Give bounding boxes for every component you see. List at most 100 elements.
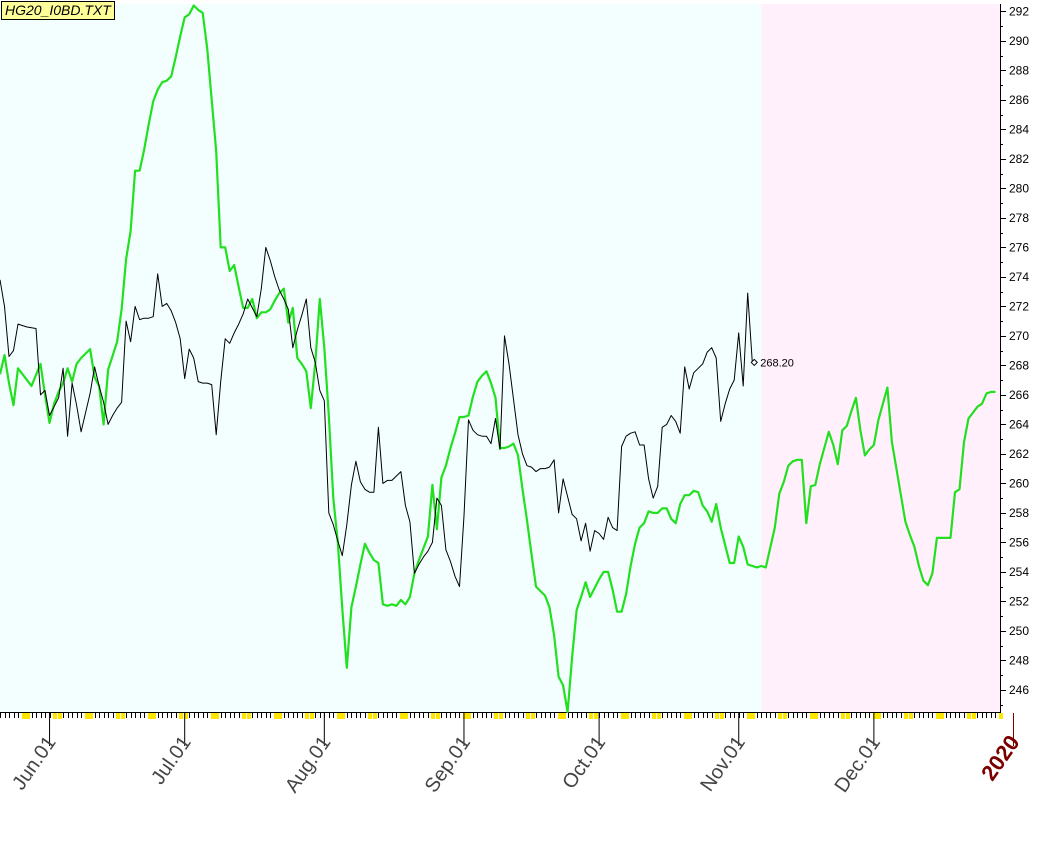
weekend-marker (783, 713, 787, 719)
weekend-marker (85, 713, 89, 719)
weekend-marker (22, 713, 26, 719)
weekend-marker (247, 713, 251, 719)
weekend-marker (341, 713, 345, 719)
weekend-marker (148, 713, 152, 719)
weekend-marker (999, 713, 1003, 719)
weekend-marker (463, 713, 467, 719)
y-tick-label: 252 (1009, 594, 1029, 608)
weekend-marker (179, 713, 183, 719)
chart-background (0, 4, 1000, 712)
y-tick-label: 280 (1009, 181, 1029, 195)
weekend-marker (652, 713, 656, 719)
weekend-marker (53, 713, 57, 719)
weekend-marker (558, 713, 562, 719)
month-label: Aug.01 (281, 732, 335, 797)
region-projection (761, 4, 1000, 712)
chart-title: HG20_I0BD.TXT (1, 1, 115, 20)
y-tick-label: 272 (1009, 299, 1029, 313)
weekend-marker (814, 713, 818, 719)
weekend-marker (467, 713, 471, 719)
weekend-marker (747, 713, 751, 719)
weekend-marker (873, 713, 877, 719)
y-tick-label: 274 (1009, 270, 1029, 284)
y-tick-label: 260 (1009, 476, 1029, 490)
month-label: 2020 (976, 731, 1025, 785)
weekend-marker (688, 713, 692, 719)
y-tick-label: 282 (1009, 152, 1029, 166)
weekend-marker (26, 713, 30, 719)
weekend-marker (494, 713, 498, 719)
weekend-marker (278, 713, 282, 719)
last-value-marker: 268.20 (750, 357, 794, 369)
month-label: Oct.01 (558, 732, 610, 793)
last-value-label: 268.20 (760, 357, 794, 369)
y-tick-label: 266 (1009, 388, 1029, 402)
series-line-green (0, 4, 996, 714)
weekend-marker (184, 713, 188, 719)
y-tick-label: 246 (1009, 683, 1029, 697)
weekend-marker (715, 713, 719, 719)
weekend-marker (720, 713, 724, 719)
y-tick-label: 292 (1009, 4, 1029, 18)
weekend-marker (337, 713, 341, 719)
weekend-marker (846, 713, 850, 719)
weekend-marker (310, 713, 314, 719)
series-layer (0, 4, 996, 714)
weekend-marker (936, 713, 940, 719)
y-tick-label: 270 (1009, 329, 1029, 343)
series-line-black (0, 246, 753, 588)
weekend-marker (751, 713, 755, 719)
y-tick-label: 262 (1009, 447, 1029, 461)
weekend-marker (967, 713, 971, 719)
month-label: Jul.01 (147, 732, 196, 788)
weekend-marker (305, 713, 309, 719)
weekend-marker (400, 713, 404, 719)
y-tick-label: 256 (1009, 535, 1029, 549)
y-tick-label: 276 (1009, 240, 1029, 254)
weekend-marker (58, 713, 62, 719)
weekend-marker (404, 713, 408, 719)
weekend-marker (778, 713, 782, 719)
month-label: Jun.01 (8, 732, 60, 794)
x-axis: Jun.01 Jul.01 Aug.01 Sep.01 Oct.01 Nov.01 Dec.… (0, 713, 1025, 797)
y-axis: 246 248 250 252 254 256 258 260 262 264 266 268 270 2… (1000, 4, 1029, 706)
weekend-marker (657, 713, 661, 719)
weekend-marker (531, 713, 535, 719)
y-tick-label: 254 (1009, 565, 1029, 579)
weekend-marker (909, 713, 913, 719)
weekend-marker (594, 713, 598, 719)
weekend-marker (368, 713, 372, 719)
weekend-marker (89, 713, 93, 719)
weekend-marker (904, 713, 908, 719)
weekend-marker (436, 713, 440, 719)
month-label: Dec.01 (831, 732, 885, 797)
weekend-marker (121, 713, 125, 719)
weekend-marker (152, 713, 156, 719)
y-tick-label: 290 (1009, 34, 1029, 48)
weekend-marker (877, 713, 881, 719)
month-label: Sep.01 (421, 732, 475, 797)
weekend-marker (373, 713, 377, 719)
weekend-marker (684, 713, 688, 719)
weekend-marker (589, 713, 593, 719)
weekend-marker (562, 713, 566, 719)
weekend-marker (940, 713, 944, 719)
last-value-diamond (750, 358, 758, 367)
weekend-marker (211, 713, 215, 719)
region-history (0, 4, 762, 712)
y-tick-label: 286 (1009, 93, 1029, 107)
month-label: Nov.01 (696, 732, 750, 795)
weekend-marker (242, 713, 246, 719)
weekend-marker (116, 713, 120, 719)
y-tick-label: 250 (1009, 624, 1029, 638)
weekend-marker (810, 713, 814, 719)
weekend-marker (841, 713, 845, 719)
weekend-marker (499, 713, 503, 719)
weekend-marker (431, 713, 435, 719)
weekend-marker (274, 713, 278, 719)
weekend-marker (621, 713, 625, 719)
weekend-marker (972, 713, 976, 719)
y-tick-label: 268 (1009, 358, 1029, 372)
plot-frame (0, 4, 1001, 713)
